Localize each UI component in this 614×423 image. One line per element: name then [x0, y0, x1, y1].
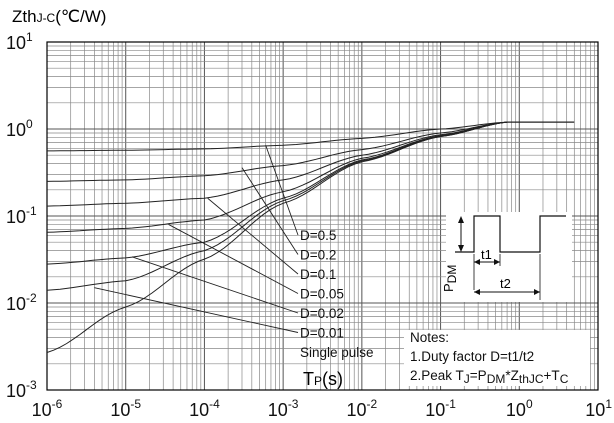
- series-label-d-0-2: D=0.2: [300, 248, 336, 263]
- y-tick-label: 100: [6, 117, 33, 140]
- y-axis-title-unit: (℃/W): [55, 7, 106, 26]
- y-tick-label: 101: [6, 30, 33, 53]
- series-labels: D=0.5 D=0.2 D=0.1 D=0.05 D=0.02 D=0.01 Single …: [300, 228, 374, 360]
- series-line-d-0-2: [46, 121, 508, 182]
- plot-frame: [46, 41, 599, 391]
- x-tick-label: 101: [585, 397, 612, 420]
- series-label-d-0-05: D=0.05: [300, 287, 344, 302]
- t2-label: t2: [500, 276, 511, 291]
- x-tick-label: 10-1: [425, 397, 456, 420]
- notes-title: Notes:: [410, 330, 449, 345]
- series-label-d-0-1: D=0.1: [300, 267, 336, 282]
- y-axis-title-main: Zth: [12, 7, 37, 26]
- pdm-label: PDM: [441, 265, 459, 292]
- y-axis-title-sub: J-C: [37, 11, 56, 25]
- y-tick-label: 10-3: [6, 378, 37, 401]
- t1-label: t1: [481, 247, 492, 262]
- leader-line: [168, 224, 299, 294]
- x-tick-label: 10-5: [110, 397, 141, 420]
- leader-line: [241, 167, 299, 255]
- series-label-single-pulse: Single pulse: [300, 345, 374, 360]
- label-leaders: [94, 145, 299, 333]
- series-label-d-0-5: D=0.5: [300, 228, 336, 243]
- pulse-diagram: PDM t1 t2: [441, 212, 572, 302]
- leader-line: [94, 287, 299, 333]
- x-tick-label: 10-6: [32, 397, 63, 420]
- series-line-single-pulse: [46, 121, 508, 353]
- y-tick-labels: 101 100 10-1 10-2 10-3: [6, 30, 37, 401]
- leader-line: [265, 145, 299, 236]
- series-label-d-0-01: D=0.01: [300, 326, 344, 341]
- x-axis-title-unit: (s): [322, 369, 343, 389]
- x-tick-labels: 10-6 10-5 10-4 10-3 10-2 10-1 100 101: [32, 397, 613, 420]
- x-tick-label: 10-3: [268, 397, 299, 420]
- notes-line-2: 2.Peak TJ=PDM*ZthJC+TC: [410, 368, 569, 386]
- y-tick-label: 10-2: [6, 291, 37, 314]
- series-line-d-0-1: [46, 121, 508, 207]
- series-label-d-0-02: D=0.02: [300, 306, 344, 321]
- leader-line: [207, 197, 299, 275]
- notes-box: Notes: 1.Duty factor D=t1/t2 2.Peak TJ=P…: [404, 330, 590, 386]
- series-curves: [46, 121, 575, 353]
- series-line-d-0-5: [47, 121, 508, 152]
- leader-line: [131, 256, 299, 314]
- x-axis-title: TP(s): [303, 369, 343, 389]
- x-tick-label: 10-4: [189, 397, 220, 420]
- x-axis-title-main: T: [303, 369, 314, 389]
- pulse-waveform: [455, 215, 566, 253]
- x-tick-label: 10-2: [347, 397, 378, 420]
- x-axis-title-sub: P: [314, 374, 322, 388]
- x-tick-label: 100: [506, 397, 533, 420]
- y-tick-label: 10-1: [6, 204, 37, 227]
- notes-line-1: 1.Duty factor D=t1/t2: [410, 349, 534, 364]
- y-axis-title: ZthJ-C(℃/W): [12, 7, 106, 26]
